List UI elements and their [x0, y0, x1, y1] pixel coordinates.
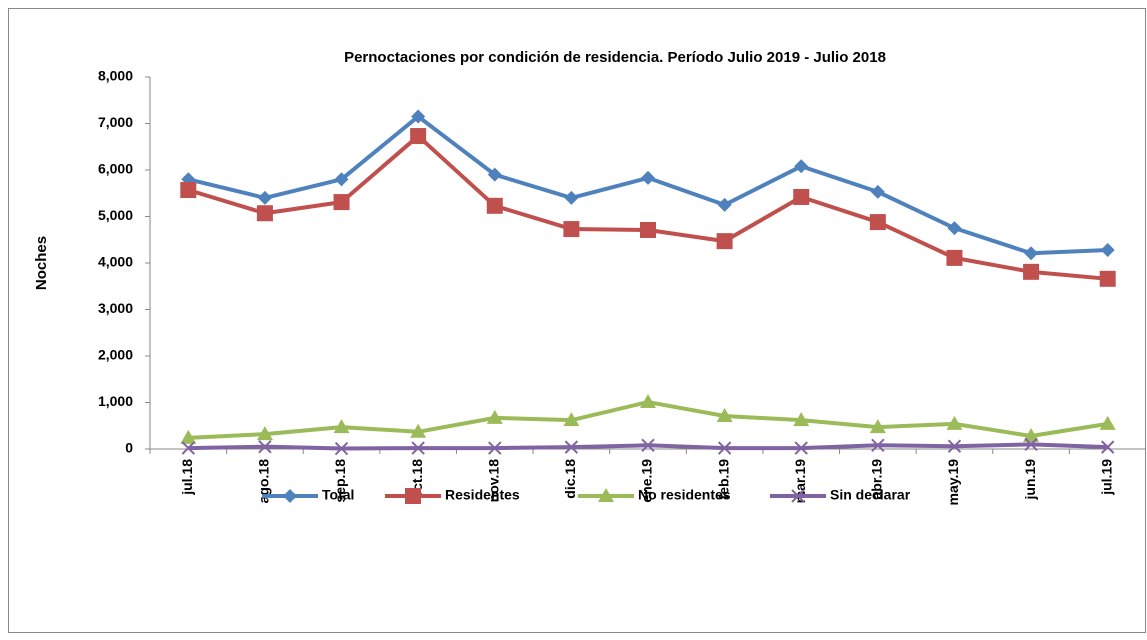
x-tick-label: abr.19: [869, 459, 885, 500]
legend-label: Sin declarar: [830, 487, 911, 503]
y-tick-label: 4,000: [98, 254, 133, 270]
data-point: [181, 441, 196, 455]
data-point: [870, 184, 885, 199]
chart-title: Pernoctaciones por condición de residenc…: [344, 49, 886, 66]
data-point: [1024, 437, 1038, 452]
data-point: [411, 441, 425, 455]
data-point: [716, 233, 733, 250]
data-point: [564, 440, 579, 454]
data-point: [1099, 415, 1116, 430]
data-point: [180, 429, 197, 444]
data-point: [333, 194, 350, 211]
data-point: [794, 441, 808, 455]
data-point: [258, 439, 272, 454]
data-point: [717, 197, 732, 212]
data-point: [640, 394, 656, 409]
data-point: [717, 441, 732, 455]
data-point: [1100, 440, 1115, 454]
data-point: [946, 415, 963, 430]
data-point: [1024, 246, 1039, 261]
data-point: [869, 419, 886, 434]
data-point: [947, 439, 962, 453]
chart-border: [8, 8, 1146, 633]
data-point: [716, 407, 733, 422]
data-point: [256, 426, 273, 441]
x-tick-label: jul.19: [1098, 459, 1114, 496]
x-tick-label: jul.18: [179, 459, 195, 496]
x-tick-label: ene.19: [639, 459, 655, 503]
x-tick-label: feb.19: [715, 459, 731, 500]
data-point: [333, 419, 350, 434]
data-point: [946, 249, 963, 266]
data-point: [411, 109, 426, 124]
data-point: [334, 441, 349, 456]
y-tick-label: 2,000: [98, 347, 133, 363]
data-point: [1099, 270, 1116, 287]
data-point: [641, 438, 655, 452]
data-point: [410, 423, 427, 438]
y-tick-label: 5,000: [98, 207, 133, 223]
data-point: [334, 172, 349, 187]
legend-marker: [791, 489, 805, 503]
data-point: [1100, 242, 1115, 257]
legend-label: No residentes: [638, 487, 731, 503]
legend-marker: [405, 488, 421, 504]
legend-marker: [598, 488, 614, 502]
y-tick-label: 8,000: [98, 68, 133, 84]
legend-label: Total: [322, 487, 354, 503]
data-point: [641, 170, 655, 185]
data-point: [257, 190, 272, 205]
data-point: [564, 190, 579, 205]
data-point: [793, 412, 810, 427]
y-axis-label: Noches: [33, 236, 50, 290]
x-tick-label: jun.19: [1022, 459, 1038, 501]
y-tick-label: 3,000: [98, 300, 133, 316]
y-tick-label: 6,000: [98, 161, 133, 177]
data-point: [793, 188, 810, 205]
data-point: [410, 128, 427, 145]
data-point: [871, 438, 885, 452]
x-tick-label: ago.18: [256, 459, 272, 504]
data-point: [947, 221, 962, 236]
x-tick-label: nov.18: [485, 459, 501, 503]
data-point: [794, 159, 809, 174]
data-point: [256, 205, 273, 222]
data-point: [487, 167, 502, 182]
data-point: [486, 197, 503, 214]
data-point: [1023, 427, 1040, 442]
y-tick-label: 1,000: [98, 393, 133, 409]
x-tick-label: sep.18: [332, 459, 348, 503]
x-tick-label: dic.18: [562, 459, 578, 499]
x-tick-label: may.19: [945, 459, 961, 506]
data-point: [563, 412, 580, 427]
data-point: [640, 221, 656, 238]
data-point: [180, 181, 197, 198]
data-point: [486, 409, 503, 424]
data-point: [563, 221, 580, 238]
legend-label: Residentes: [445, 487, 520, 503]
data-point: [869, 214, 886, 231]
data-point: [488, 441, 502, 455]
x-tick-label: mar.19: [792, 459, 808, 504]
y-tick-label: 7,000: [98, 114, 133, 130]
y-tick-label: 0: [125, 440, 133, 456]
legend-marker: [283, 489, 297, 503]
data-point: [1023, 263, 1040, 280]
